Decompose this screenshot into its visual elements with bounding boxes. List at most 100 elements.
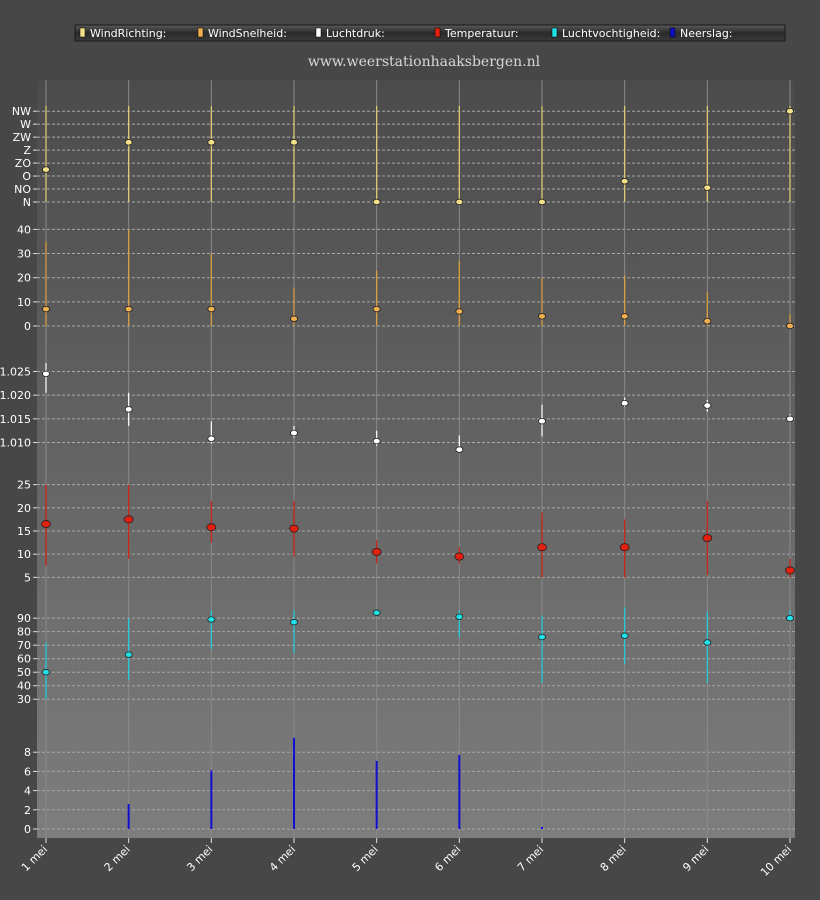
legend-label: Neerslag: (680, 27, 733, 40)
x-tick-label: 5 mei (350, 843, 381, 874)
y-tick-label-windsnelheid: 40 (17, 223, 31, 236)
y-tick-label-neerslag: 8 (24, 746, 31, 759)
point-temperatuur (537, 543, 547, 552)
y-tick-label-windrichting: W (20, 118, 31, 131)
point-luchtvochtigheid (538, 633, 546, 641)
y-tick-label-neerslag: 4 (24, 785, 31, 798)
point-luchtvochtigheid (42, 669, 50, 676)
y-tick-label-windsnelheid: 30 (17, 248, 31, 261)
y-tick-label-temperatuur: 20 (17, 502, 31, 515)
y-tick-label-windrichting: O (22, 170, 31, 183)
y-tick-label-luchtvochtigheid: 50 (17, 666, 31, 679)
y-tick-label-luchtvochtigheid: 30 (17, 693, 31, 706)
point-temperatuur (371, 547, 382, 556)
x-tick-label: 7 mei (515, 843, 546, 874)
point-luchtdruk (290, 429, 298, 437)
y-tick-label-windrichting: ZO (15, 157, 32, 170)
y-tick-label-windsnelheid: 0 (24, 320, 31, 333)
point-luchtdruk (42, 370, 50, 378)
x-tick-label: 6 mei (432, 843, 463, 874)
y-tick-label-luchtvochtigheid: 90 (17, 612, 31, 625)
legend-swatch (315, 27, 322, 38)
y-tick-label-neerslag: 6 (24, 765, 31, 778)
legend-swatch (79, 27, 86, 38)
legend-label: WindRichting: (90, 27, 166, 40)
legend-swatch (434, 27, 441, 38)
point-windsnelheid (538, 313, 546, 320)
point-windrichting (124, 139, 133, 146)
site-title: www.weerstationhaaksbergen.nl (308, 54, 541, 70)
point-luchtdruk (786, 415, 794, 423)
point-luchtdruk (455, 446, 464, 453)
point-luchtdruk (620, 400, 629, 407)
series (41, 106, 795, 829)
y-tick-label-temperatuur: 10 (17, 548, 31, 561)
y-tick-label-windrichting: NW (12, 105, 31, 118)
x-tick-label: 8 mei (598, 843, 629, 874)
y-tick-labels: NNOOZOZZWWNW0102030401.0101.0151.0201.02… (0, 105, 31, 836)
point-luchtvochtigheid (124, 651, 133, 658)
y-tick-label-windsnelheid: 10 (17, 296, 31, 309)
y-tick-label-temperatuur: 5 (24, 571, 31, 584)
y-tick-label-luchtdruk: 1.015 (0, 413, 31, 426)
point-windsnelheid (620, 313, 629, 320)
point-temperatuur (289, 524, 299, 533)
y-tick-label-windrichting: Z (23, 144, 31, 157)
point-windsnelheid (372, 305, 381, 313)
y-tick-label-neerslag: 2 (24, 804, 31, 817)
grid (33, 110, 795, 830)
y-tick-label-luchtdruk: 1.020 (0, 389, 31, 402)
point-windrichting (455, 198, 464, 206)
x-tick-labels: 1 mei 2 mei 3 mei 4 mei 5 mei 6 mei 7 mei 8 mei… (19, 838, 794, 879)
point-windrichting (207, 139, 216, 146)
point-temperatuur (702, 533, 713, 542)
legend: WindRichting: WindSnelheid: Luchtdruk: Temp… (74, 24, 786, 42)
y-tick-label-temperatuur: 25 (17, 479, 31, 492)
point-luchtdruk (703, 402, 712, 409)
legend-label: Luchtdruk: (326, 27, 385, 40)
point-luchtvochtigheid (207, 616, 216, 623)
point-windsnelheid (42, 305, 50, 313)
x-tick-label: 1 mei (19, 843, 50, 874)
point-temperatuur (454, 552, 465, 561)
point-temperatuur (41, 520, 51, 529)
point-luchtvochtigheid (620, 632, 629, 639)
point-windrichting (538, 198, 546, 206)
y-tick-label-luchtvochtigheid: 60 (17, 653, 31, 666)
point-temperatuur (785, 566, 795, 575)
point-luchtvochtigheid (372, 609, 381, 616)
point-windrichting (290, 139, 298, 146)
point-windsnelheid (290, 315, 298, 322)
legend-swatch (669, 27, 676, 38)
x-tick-label: 4 mei (267, 843, 298, 874)
point-temperatuur (619, 543, 630, 552)
y-tick-label-neerslag: 0 (24, 823, 31, 836)
point-windsnelheid (786, 322, 794, 330)
point-temperatuur (206, 523, 217, 532)
y-tick-label-windrichting: ZW (13, 131, 32, 144)
x-tick-label: 2 mei (102, 843, 133, 874)
vertical-grid (45, 80, 791, 838)
y-tick-label-luchtdruk: 1.010 (0, 437, 31, 450)
point-luchtvochtigheid (290, 619, 298, 626)
legend-label: Temperatuur: (444, 27, 519, 40)
legend-box (74, 24, 786, 42)
point-luchtvochtigheid (703, 639, 712, 646)
y-tick-label-luchtvochtigheid: 80 (17, 626, 31, 639)
x-tick-label: 10 mei (758, 843, 794, 879)
point-windsnelheid (207, 305, 216, 313)
y-tick-label-luchtdruk: 1.025 (0, 365, 31, 378)
point-luchtdruk (207, 435, 216, 442)
legend-swatch (551, 27, 558, 38)
point-windsnelheid (703, 317, 712, 325)
y-tick-label-windsnelheid: 20 (17, 272, 31, 285)
x-tick-label: 9 mei (680, 843, 711, 874)
point-luchtdruk (538, 418, 546, 425)
legend-swatch (197, 27, 204, 38)
y-tick-label-temperatuur: 15 (17, 525, 31, 538)
point-luchtdruk (124, 406, 133, 413)
y-tick-label-windrichting: N (23, 196, 31, 209)
point-luchtvochtigheid (786, 614, 794, 622)
